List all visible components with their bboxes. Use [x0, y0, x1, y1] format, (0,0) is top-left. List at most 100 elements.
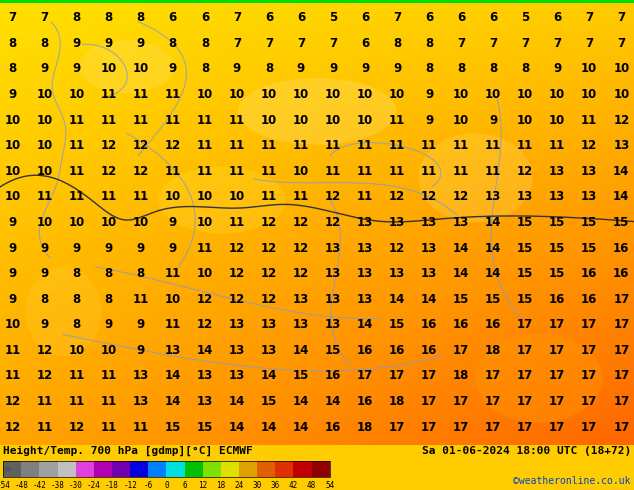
Text: 6: 6	[182, 481, 187, 490]
Bar	[311, 461, 330, 477]
Text: 13: 13	[549, 165, 566, 178]
Text: 17: 17	[421, 420, 437, 434]
Text: 8: 8	[201, 62, 209, 75]
Ellipse shape	[476, 334, 602, 423]
Text: 12: 12	[4, 420, 21, 434]
Text: 10: 10	[101, 62, 117, 75]
Text: 17: 17	[389, 420, 405, 434]
Text: 12: 12	[229, 267, 245, 280]
Text: 9: 9	[73, 62, 81, 75]
Text: 11: 11	[261, 165, 277, 178]
Text: 17: 17	[613, 344, 630, 357]
Text: 7: 7	[553, 37, 561, 50]
Text: 7: 7	[393, 11, 401, 24]
Text: 10: 10	[357, 114, 373, 126]
Text: 10: 10	[4, 165, 21, 178]
Text: 12: 12	[581, 139, 597, 152]
Text: 10: 10	[37, 216, 53, 229]
Text: 10: 10	[549, 114, 566, 126]
Text: 13: 13	[453, 216, 469, 229]
Text: 10: 10	[293, 165, 309, 178]
Text: 12: 12	[261, 242, 277, 254]
Text: 11: 11	[165, 267, 181, 280]
Text: 6: 6	[553, 11, 561, 24]
Text: 10: 10	[197, 88, 213, 101]
Text: 11: 11	[133, 114, 149, 126]
Text: 17: 17	[613, 369, 630, 383]
Text: -42: -42	[32, 481, 46, 490]
Text: 13: 13	[165, 344, 181, 357]
Text: 8: 8	[73, 267, 81, 280]
Text: Height/Temp. 700 hPa [gdmp][°C] ECMWF: Height/Temp. 700 hPa [gdmp][°C] ECMWF	[3, 446, 253, 456]
Text: 13: 13	[261, 344, 277, 357]
Text: 6: 6	[297, 11, 305, 24]
Text: 17: 17	[549, 395, 566, 408]
Text: 11: 11	[229, 139, 245, 152]
Bar	[22, 461, 39, 477]
Text: 11: 11	[453, 139, 469, 152]
Text: 11: 11	[389, 114, 405, 126]
Text: 8: 8	[8, 62, 17, 75]
Text: 15: 15	[453, 293, 469, 306]
Text: 9: 9	[105, 37, 113, 50]
Text: 10: 10	[101, 216, 117, 229]
Text: 12: 12	[613, 114, 630, 126]
Text: -18: -18	[105, 481, 119, 490]
Ellipse shape	[25, 267, 101, 356]
Ellipse shape	[418, 133, 533, 222]
Text: 9: 9	[105, 242, 113, 254]
Text: 13: 13	[357, 267, 373, 280]
Text: 17: 17	[613, 293, 630, 306]
Text: 12: 12	[229, 293, 245, 306]
Text: 11: 11	[37, 420, 53, 434]
Text: 14: 14	[389, 293, 405, 306]
Text: 10: 10	[453, 88, 469, 101]
Text: 14: 14	[453, 242, 469, 254]
Text: 12: 12	[453, 191, 469, 203]
Text: 9: 9	[105, 318, 113, 331]
Text: 16: 16	[581, 293, 597, 306]
Bar	[184, 461, 203, 477]
Text: -38: -38	[51, 481, 65, 490]
Text: 13: 13	[229, 344, 245, 357]
Text: 15: 15	[389, 318, 405, 331]
Text: 24: 24	[235, 481, 243, 490]
Text: 12: 12	[421, 191, 437, 203]
Text: 13: 13	[261, 318, 277, 331]
Text: 14: 14	[229, 395, 245, 408]
Text: 15: 15	[261, 395, 277, 408]
Bar	[203, 461, 221, 477]
Ellipse shape	[238, 78, 396, 145]
Text: 10: 10	[101, 344, 117, 357]
Text: 9: 9	[137, 242, 145, 254]
Text: 10: 10	[37, 139, 53, 152]
Text: 10: 10	[613, 62, 630, 75]
Text: 11: 11	[261, 191, 277, 203]
Text: 10: 10	[549, 88, 566, 101]
Text: 12: 12	[261, 293, 277, 306]
Text: 8: 8	[105, 293, 113, 306]
Text: 10: 10	[325, 114, 341, 126]
Text: 42: 42	[288, 481, 298, 490]
Text: 17: 17	[485, 369, 501, 383]
Text: 15: 15	[549, 267, 566, 280]
Text: 13: 13	[389, 267, 405, 280]
Text: 13: 13	[549, 191, 566, 203]
Text: -12: -12	[123, 481, 137, 490]
Text: 48: 48	[307, 481, 316, 490]
Text: 7: 7	[297, 37, 305, 50]
Text: 17: 17	[453, 344, 469, 357]
Text: 14: 14	[293, 395, 309, 408]
Text: 10: 10	[197, 216, 213, 229]
Text: 14: 14	[613, 191, 630, 203]
Text: 10: 10	[389, 88, 405, 101]
Text: 11: 11	[229, 165, 245, 178]
Bar	[130, 461, 148, 477]
Bar	[94, 461, 112, 477]
Text: 9: 9	[8, 88, 17, 101]
Text: 8: 8	[425, 37, 433, 50]
Text: 8: 8	[105, 11, 113, 24]
Text: 13: 13	[325, 242, 341, 254]
Text: 17: 17	[549, 318, 566, 331]
Text: 10: 10	[357, 88, 373, 101]
